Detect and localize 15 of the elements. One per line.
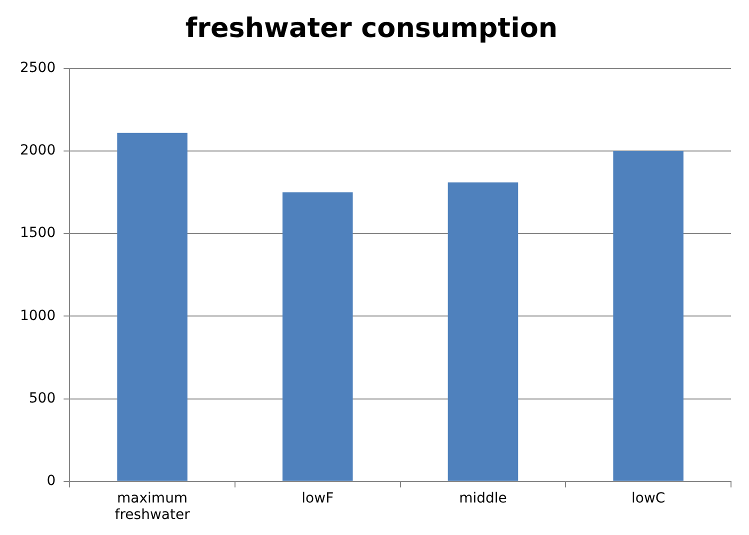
bar: [613, 151, 684, 481]
y-tick-label: 1000: [20, 308, 56, 324]
y-tick-label: 2500: [20, 60, 56, 76]
bar: [448, 182, 518, 481]
x-tick-label: middle: [459, 490, 507, 506]
x-tick-label: maximum freshwater: [114, 490, 190, 524]
y-tick-label: 1500: [20, 225, 56, 242]
y-tick-label: 500: [28, 390, 56, 406]
chart-title: freshwater consumption: [185, 13, 558, 44]
bar: [282, 192, 353, 481]
x-tick-label: lowC: [631, 490, 666, 506]
y-tick-label: 0: [46, 473, 56, 490]
y-tick-label: 2000: [20, 142, 56, 159]
x-tick-label: lowF: [302, 490, 334, 506]
bar: [117, 132, 188, 481]
